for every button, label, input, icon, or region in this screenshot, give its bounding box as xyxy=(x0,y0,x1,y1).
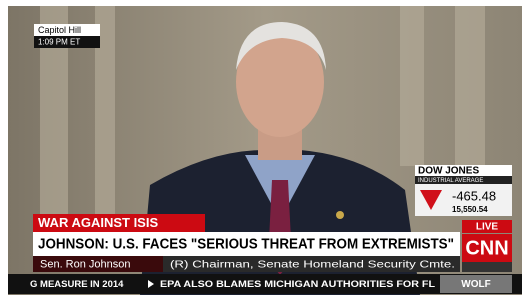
speaker-name: Sen. Ron Johnson xyxy=(40,258,131,270)
show-name: WOLF xyxy=(461,279,490,290)
market-change: -465.48 xyxy=(452,188,496,203)
speaker-role: (R) Chairman, Senate Homeland Security C… xyxy=(170,258,455,270)
time: 1:09 PM ET xyxy=(38,38,80,47)
live-label: LIVE xyxy=(476,222,499,233)
ticker-item: G MEASURE IN 2014 xyxy=(30,279,124,290)
market-index: DOW JONES xyxy=(418,166,479,177)
network-logo: CNN xyxy=(465,237,508,259)
market-level: 15,550.54 xyxy=(452,205,488,214)
headline: JOHNSON: U.S. FACES "SERIOUS THREAT FROM… xyxy=(38,236,454,252)
ticker-item: EPA ALSO BLAMES MICHIGAN AUTHORITIES FOR… xyxy=(160,279,435,290)
logo-footer xyxy=(462,262,512,272)
market-subtitle: INDUSTRIAL AVERAGE xyxy=(418,178,483,184)
location: Capitol Hill xyxy=(38,25,81,35)
broadcast-frame: Capitol Hill 1:09 PM ET DOW JONES INDUST… xyxy=(0,0,527,298)
topic: WAR AGAINST ISIS xyxy=(38,215,158,230)
